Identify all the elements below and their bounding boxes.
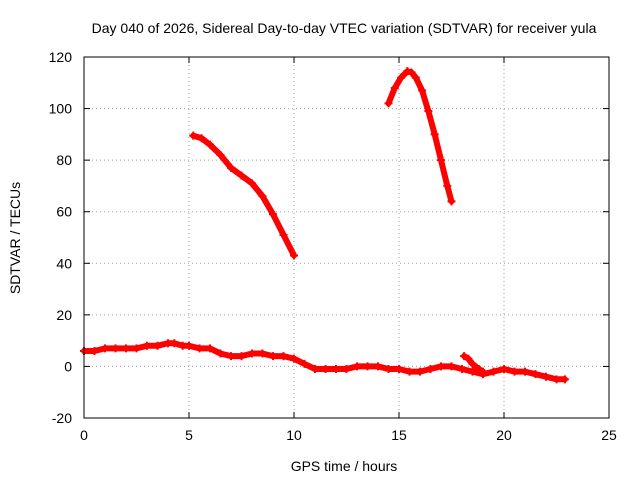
x-tick-label: 25: [601, 427, 617, 443]
data-point: [216, 349, 225, 358]
data-point: [237, 171, 246, 180]
y-tick-label: -20: [52, 410, 72, 426]
data-point: [300, 359, 309, 368]
data-point: [447, 362, 456, 371]
tick-labels: 0 5 10 15 20 25 -20 0 20 40 60 80 100 120: [49, 49, 617, 443]
data-point: [443, 181, 452, 190]
data-point: [416, 367, 424, 376]
data-point: [460, 352, 469, 361]
data-point: [248, 179, 256, 188]
data-point: [489, 367, 498, 376]
y-axis-label: SDTVAR / TECUs: [7, 182, 23, 294]
x-tick-label: 20: [496, 427, 512, 443]
series-band: [385, 68, 455, 205]
data-point: [111, 344, 120, 353]
data-point: [384, 365, 393, 374]
data-point: [342, 365, 351, 374]
data-point: [185, 341, 193, 350]
data-point: [458, 365, 466, 374]
y-tick-label: 100: [49, 101, 73, 117]
data-point: [290, 354, 298, 363]
data-point: [405, 367, 414, 376]
data-point: [552, 375, 561, 384]
data-point: [395, 365, 403, 374]
data-point: [279, 352, 288, 361]
y-tick-label: 20: [56, 307, 72, 323]
data-point: [474, 365, 483, 374]
data-point: [447, 197, 456, 206]
series-2: [384, 67, 456, 206]
data-point: [90, 346, 99, 355]
data-point: [132, 344, 141, 353]
data-point: [510, 367, 519, 376]
x-tick-label: 0: [80, 427, 88, 443]
x-tick-label: 15: [391, 427, 407, 443]
x-tick-label: 10: [286, 427, 302, 443]
data-point: [101, 344, 109, 353]
data-point: [464, 354, 473, 363]
data-point: [122, 344, 130, 353]
y-tick-label: 80: [56, 152, 72, 168]
data-point: [521, 367, 529, 376]
data-point: [216, 150, 225, 159]
data-point: [426, 365, 435, 374]
x-axis-label: GPS time / hours: [291, 458, 398, 474]
data-point: [189, 131, 198, 140]
chart-title: Day 040 of 2026, Sidereal Day-to-day VTE…: [92, 20, 597, 36]
data-point: [269, 352, 277, 361]
data-point: [384, 99, 393, 108]
data-point: [258, 192, 267, 201]
data-point: [153, 341, 162, 350]
data-point: [170, 339, 179, 348]
data-point: [195, 344, 204, 353]
data-point: [332, 365, 340, 374]
y-tick-label: 40: [56, 255, 72, 271]
data-point: [468, 359, 477, 368]
data-point: [531, 370, 540, 379]
data-point: [479, 367, 487, 376]
data-point: [197, 134, 206, 143]
data-point: [321, 365, 330, 374]
data-point: [363, 362, 372, 371]
data-point: [290, 251, 298, 260]
series-1: [189, 131, 298, 260]
data-point: [248, 349, 256, 358]
series-3: [460, 352, 487, 376]
axis-ticks: [83, 56, 610, 419]
data-point: [206, 140, 214, 149]
data-point: [468, 367, 477, 376]
x-tick-label: 5: [185, 427, 193, 443]
y-tick-label: 0: [64, 358, 72, 374]
data-point: [311, 365, 319, 374]
data-point: [206, 344, 214, 353]
data-point: [269, 210, 277, 219]
data-point: [437, 156, 445, 165]
data-point: [437, 362, 445, 371]
data-point: [424, 107, 433, 116]
data-point: [237, 352, 246, 361]
data-point: [403, 67, 412, 76]
data-point: [418, 86, 427, 95]
data-point: [560, 375, 569, 384]
data-point: [279, 230, 288, 239]
data-series: [80, 67, 569, 384]
data-point: [227, 352, 235, 361]
data-point: [374, 362, 382, 371]
data-point: [430, 130, 439, 139]
data-point: [407, 68, 416, 77]
plot-frame: [83, 56, 610, 419]
data-point: [227, 163, 235, 172]
data-point: [500, 365, 508, 374]
data-point: [411, 73, 420, 82]
data-point: [390, 83, 399, 92]
y-tick-label: 120: [49, 49, 73, 65]
data-point: [353, 362, 361, 371]
data-point: [542, 372, 550, 381]
data-point: [397, 73, 406, 82]
data-point: [143, 341, 151, 350]
data-point: [258, 349, 267, 358]
y-tick-label: 60: [56, 204, 72, 220]
